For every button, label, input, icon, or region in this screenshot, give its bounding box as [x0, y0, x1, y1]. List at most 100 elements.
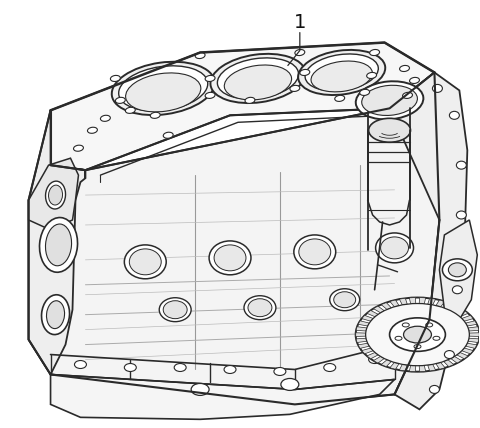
Polygon shape — [444, 303, 454, 309]
Ellipse shape — [112, 62, 215, 115]
Ellipse shape — [432, 84, 443, 92]
Polygon shape — [362, 348, 373, 354]
Ellipse shape — [274, 368, 286, 375]
Polygon shape — [469, 333, 479, 336]
Polygon shape — [457, 353, 468, 359]
Ellipse shape — [324, 363, 336, 372]
Ellipse shape — [245, 97, 255, 104]
Ellipse shape — [100, 115, 110, 122]
Ellipse shape — [244, 296, 276, 320]
Ellipse shape — [334, 292, 356, 308]
Text: 1: 1 — [294, 13, 306, 32]
Polygon shape — [451, 357, 462, 363]
Ellipse shape — [87, 127, 97, 133]
Polygon shape — [356, 338, 367, 342]
Ellipse shape — [163, 301, 187, 319]
Ellipse shape — [399, 65, 409, 71]
Ellipse shape — [195, 53, 205, 59]
Ellipse shape — [299, 239, 331, 265]
Ellipse shape — [125, 107, 135, 113]
Polygon shape — [29, 42, 439, 404]
Ellipse shape — [205, 92, 215, 98]
Ellipse shape — [74, 360, 86, 369]
Ellipse shape — [210, 54, 305, 103]
Ellipse shape — [39, 217, 78, 272]
Ellipse shape — [110, 75, 120, 81]
Ellipse shape — [46, 181, 66, 209]
Polygon shape — [373, 306, 384, 313]
Ellipse shape — [452, 286, 462, 294]
Ellipse shape — [456, 211, 467, 219]
Polygon shape — [390, 300, 399, 307]
Polygon shape — [29, 158, 78, 230]
Ellipse shape — [369, 356, 381, 363]
Ellipse shape — [47, 301, 64, 329]
Ellipse shape — [362, 85, 418, 116]
Ellipse shape — [443, 259, 472, 281]
Polygon shape — [358, 321, 369, 326]
Polygon shape — [362, 315, 373, 321]
Ellipse shape — [115, 97, 125, 104]
Ellipse shape — [366, 303, 469, 366]
Polygon shape — [439, 220, 477, 320]
Ellipse shape — [191, 383, 209, 395]
Polygon shape — [409, 297, 416, 304]
Ellipse shape — [209, 241, 251, 275]
Ellipse shape — [369, 118, 410, 142]
Polygon shape — [29, 110, 85, 374]
Ellipse shape — [433, 336, 440, 340]
Polygon shape — [428, 298, 436, 305]
Ellipse shape — [224, 366, 236, 374]
Ellipse shape — [395, 336, 402, 340]
Polygon shape — [466, 343, 477, 348]
Ellipse shape — [214, 245, 246, 271]
Polygon shape — [399, 364, 407, 371]
Polygon shape — [419, 366, 426, 372]
Polygon shape — [409, 366, 416, 372]
Ellipse shape — [295, 50, 305, 56]
Ellipse shape — [430, 386, 439, 393]
Ellipse shape — [456, 161, 467, 169]
Polygon shape — [381, 360, 391, 367]
Ellipse shape — [73, 145, 84, 151]
Polygon shape — [462, 315, 473, 321]
Polygon shape — [419, 297, 426, 304]
Ellipse shape — [124, 363, 136, 372]
Ellipse shape — [159, 298, 191, 322]
Ellipse shape — [404, 326, 432, 343]
Polygon shape — [466, 321, 477, 326]
Ellipse shape — [335, 95, 345, 101]
Ellipse shape — [163, 132, 173, 138]
Polygon shape — [356, 333, 366, 336]
Polygon shape — [50, 42, 434, 170]
Ellipse shape — [426, 323, 432, 327]
Polygon shape — [367, 310, 378, 317]
Ellipse shape — [48, 185, 62, 205]
Polygon shape — [390, 363, 399, 369]
Polygon shape — [436, 363, 445, 369]
Ellipse shape — [311, 61, 372, 92]
Polygon shape — [451, 306, 462, 313]
Ellipse shape — [248, 299, 272, 317]
Ellipse shape — [305, 54, 378, 91]
Ellipse shape — [402, 323, 409, 327]
Ellipse shape — [290, 85, 300, 92]
Ellipse shape — [356, 81, 423, 119]
Ellipse shape — [46, 224, 72, 266]
Ellipse shape — [414, 345, 421, 348]
Ellipse shape — [129, 249, 161, 275]
Ellipse shape — [356, 297, 480, 372]
Polygon shape — [381, 303, 391, 309]
Ellipse shape — [444, 351, 455, 359]
Ellipse shape — [205, 75, 215, 81]
Polygon shape — [50, 374, 395, 419]
Polygon shape — [468, 327, 479, 331]
Ellipse shape — [224, 65, 292, 100]
Ellipse shape — [381, 237, 408, 259]
Polygon shape — [436, 300, 445, 307]
Ellipse shape — [281, 378, 299, 390]
Ellipse shape — [403, 92, 412, 98]
Polygon shape — [367, 353, 378, 359]
Polygon shape — [468, 338, 479, 342]
Polygon shape — [457, 310, 468, 317]
